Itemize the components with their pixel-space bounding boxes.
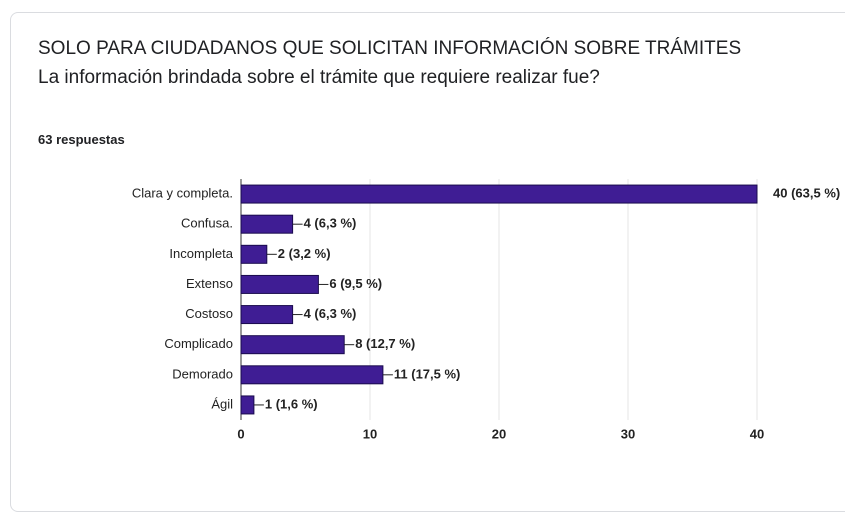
y-tick-label: Costoso bbox=[185, 306, 233, 321]
bar bbox=[240, 335, 345, 355]
value-label: 1 (1,6 %) bbox=[265, 396, 318, 411]
y-tick-label: Incompleta bbox=[169, 246, 233, 261]
value-label: 2 (3,2 %) bbox=[278, 246, 331, 261]
x-tick-label: 40 bbox=[750, 426, 764, 441]
bar bbox=[240, 305, 294, 325]
value-label: 40 (63,5 %) bbox=[773, 186, 840, 201]
value-label: 4 (6,3 %) bbox=[304, 306, 357, 321]
value-label: 11 (17,5 %) bbox=[394, 366, 461, 381]
response-count: 63 respuestas bbox=[38, 132, 125, 147]
y-tick-label: Complicado bbox=[164, 336, 233, 351]
x-tick-label: 0 bbox=[237, 426, 244, 441]
x-tick-label: 30 bbox=[621, 426, 635, 441]
y-tick-label: Ágil bbox=[211, 396, 233, 411]
y-tick-label: Demorado bbox=[172, 366, 233, 381]
page: SOLO PARA CIUDADANOS QUE SOLICITAN INFOR… bbox=[10, 12, 845, 512]
bar bbox=[240, 214, 294, 234]
bar bbox=[240, 184, 758, 204]
bar bbox=[240, 274, 319, 294]
bar bbox=[240, 244, 268, 264]
y-tick-label: Extenso bbox=[186, 276, 233, 291]
value-label: 6 (9,5 %) bbox=[329, 276, 382, 291]
chart: 0 10 20 30 40 Clara y completa. 40 (63,5 %) Con… bbox=[132, 179, 840, 441]
y-tick-label: Confusa. bbox=[181, 216, 233, 231]
bar bbox=[240, 365, 384, 385]
y-tick-label: Clara y completa. bbox=[132, 186, 233, 201]
value-label: 4 (6,3 %) bbox=[304, 216, 357, 231]
chart-title: SOLO PARA CIUDADANOS QUE SOLICITAN INFOR… bbox=[38, 38, 742, 88]
x-tick-label: 10 bbox=[363, 426, 377, 441]
x-tick-label: 20 bbox=[492, 426, 506, 441]
bar bbox=[240, 395, 255, 415]
value-label: 8 (12,7 %) bbox=[355, 336, 415, 351]
